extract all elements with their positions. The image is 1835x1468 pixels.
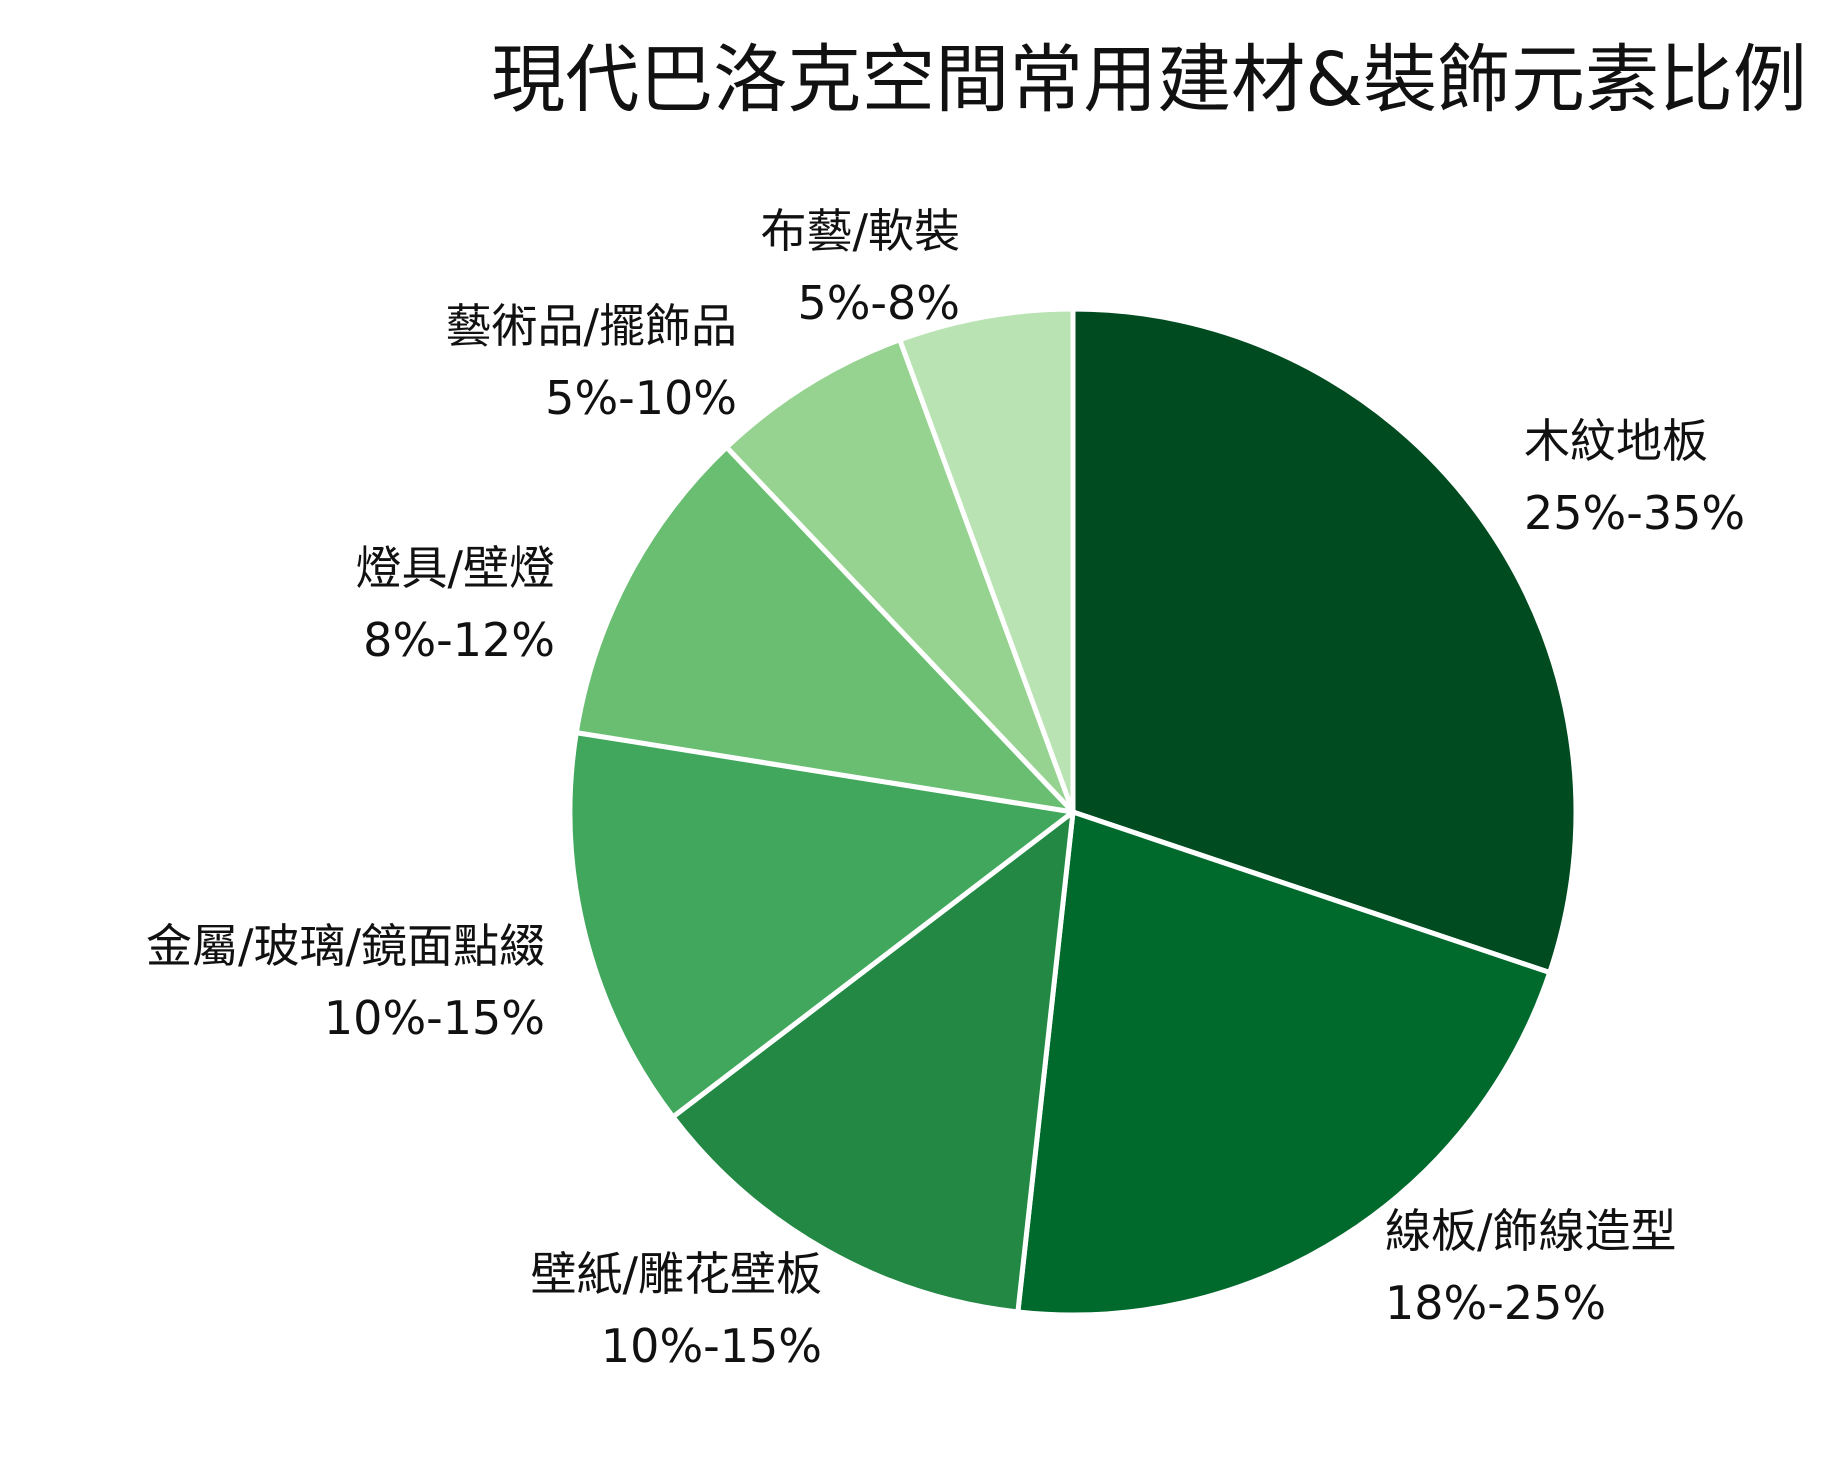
slice-name: 藝術品/擺飾品 [445, 299, 738, 353]
pie-slice-1 [1015, 809, 1553, 1318]
slice-range: 10%-15% [323, 991, 545, 1045]
slice-name: 布藝/軟裝 [760, 204, 961, 258]
slice-name: 線板/飾線造型 [1385, 1204, 1677, 1258]
slice-label-wood-floor: 木紋地板 25%-35% [1524, 405, 1745, 549]
slice-name: 木紋地板 [1524, 414, 1708, 468]
pie-slice-5 [724, 337, 1076, 815]
slice-name: 燈具/壁燈 [355, 541, 556, 595]
slice-range: 8%-12% [363, 613, 555, 667]
pie-slice-4 [573, 444, 1076, 815]
slice-label-artwork: 藝術品/擺飾品 5%-10% [446, 290, 738, 434]
slice-label-wallpaper: 壁紙/雕花壁板 10%-15% [531, 1238, 823, 1382]
slice-range: 5%-10% [545, 371, 737, 425]
slice-label-moulding: 線板/飾線造型 18%-25% [1385, 1195, 1677, 1339]
pie-slices [567, 306, 1579, 1318]
slice-label-metal-glass: 金屬/玻璃/鏡面點綴 10%-15% [146, 910, 545, 1054]
slice-label-lighting: 燈具/壁燈 8%-12% [356, 532, 556, 676]
pie-slice-0 [1070, 306, 1579, 976]
slice-range: 10%-15% [600, 1319, 822, 1373]
pie-slice-6 [897, 306, 1076, 815]
slice-name: 金屬/玻璃/鏡面點綴 [146, 919, 545, 973]
slice-name: 壁紙/雕花壁板 [530, 1247, 823, 1301]
slice-label-textile: 布藝/軟裝 5%-8% [761, 195, 961, 339]
slice-range: 18%-25% [1385, 1276, 1607, 1330]
slice-range: 5%-8% [797, 276, 960, 330]
slice-range: 25%-35% [1524, 486, 1746, 540]
pie-slice-2 [670, 809, 1076, 1315]
pie-slice-3 [567, 730, 1076, 1120]
chart-title: 現代巴洛克空間常用建材&裝飾元素比例 [491, 37, 1807, 123]
